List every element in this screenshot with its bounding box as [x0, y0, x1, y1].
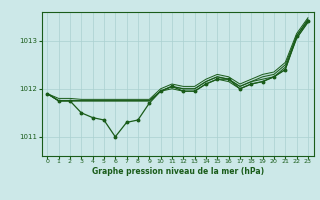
- X-axis label: Graphe pression niveau de la mer (hPa): Graphe pression niveau de la mer (hPa): [92, 167, 264, 176]
